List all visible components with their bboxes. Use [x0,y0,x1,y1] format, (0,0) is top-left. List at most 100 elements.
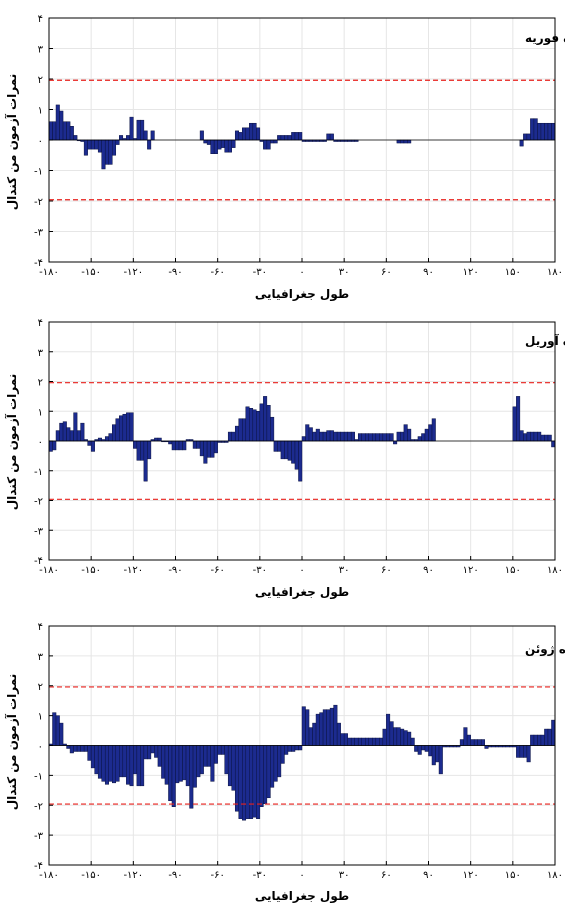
data-bar [368,737,373,746]
data-bar [421,433,426,442]
data-bar [94,745,99,775]
y-tick-label: ۴ [38,14,43,25]
data-bar [280,745,285,764]
data-bar [284,135,289,141]
data-bar [403,730,408,746]
x-tick-label: -۶۰ [210,870,224,881]
data-bar [343,733,348,746]
y-tick-label: ۴ [38,318,43,329]
data-bar [97,139,102,153]
data-bar [192,440,197,449]
data-bar [133,745,138,775]
data-bar [537,122,542,141]
y-tick-label: ۳ [38,45,44,56]
data-bar [210,745,215,782]
data-bar [256,745,261,819]
data-bar [175,745,180,784]
y-tick-label: -۱ [34,771,43,782]
data-bar [326,430,331,442]
y-tick-label: -۳ [34,228,44,239]
data-bar [242,418,247,442]
data-bar [347,737,352,746]
data-bar [400,431,405,442]
data-bar [199,130,204,141]
data-bar [263,396,268,442]
data-bar [347,431,352,442]
data-bar [136,119,141,141]
y-tick-label: ۴ [38,622,43,633]
x-axis-title: طول جغرافیایی [255,287,349,302]
data-bar [101,139,106,170]
data-bar [403,139,408,144]
data-bar [291,440,296,464]
x-tick-label: -۱۲۰ [123,565,143,576]
data-bar [199,745,204,775]
y-tick-label: ۳ [38,348,44,359]
data-bar [361,433,366,442]
data-bar [55,715,60,746]
data-bar [301,706,306,746]
chart-title: ماه فوریه [525,31,565,46]
data-bar [533,431,538,442]
data-bar [122,413,127,442]
data-bar [175,440,180,451]
data-bar [417,745,422,755]
data-bar [354,737,359,746]
data-bar [533,118,538,141]
data-bar [234,130,240,141]
data-bar [129,412,134,442]
x-tick-label: ۱۸۰ [547,870,563,881]
x-tick-label: ۳۰ [339,267,350,278]
data-bar [129,116,134,141]
data-bar [59,110,64,141]
data-bar [526,133,531,141]
data-bar [333,704,338,746]
data-bar [143,745,148,760]
data-bar [407,428,412,442]
data-bar [417,436,422,442]
x-tick-label: -۳۰ [253,870,267,881]
data-bar [537,734,542,746]
data-bar [178,440,183,451]
data-bar [329,707,334,746]
data-bar [308,727,313,746]
data-bar [396,431,401,442]
data-bar [126,135,131,141]
data-bar [287,745,292,752]
data-bar [83,745,88,752]
data-bar [375,737,380,746]
data-bar [533,734,538,746]
y-tick-label: -۱ [34,167,43,178]
y-tick-label: ۰ [38,742,43,753]
data-bar [164,745,169,785]
data-bar [220,745,225,755]
data-bar [294,132,299,141]
data-bar [69,126,74,141]
data-bar [189,745,194,809]
data-bar [140,745,145,787]
data-bar [273,745,278,782]
data-bar [336,722,341,746]
data-bar [227,139,232,153]
data-bar [431,418,436,442]
y-tick-label: -۲ [34,197,43,208]
data-bar [523,745,528,758]
data-bar [343,431,348,442]
data-bar [150,745,155,754]
data-bar [249,408,254,442]
data-bar [126,745,131,785]
data-bar [224,139,229,153]
y-axis-title: نمرات آزمون من کندال [4,74,20,211]
data-bar [368,433,373,442]
y-tick-label: -۲ [34,497,43,508]
data-bar [66,745,71,749]
data-bar [393,727,398,746]
data-bar [94,139,99,150]
data-bar [108,433,113,442]
y-tick-label: ۲ [38,75,43,86]
data-bar [245,406,250,442]
data-bar [315,713,320,746]
data-bar [136,440,141,461]
data-bar [104,436,109,442]
